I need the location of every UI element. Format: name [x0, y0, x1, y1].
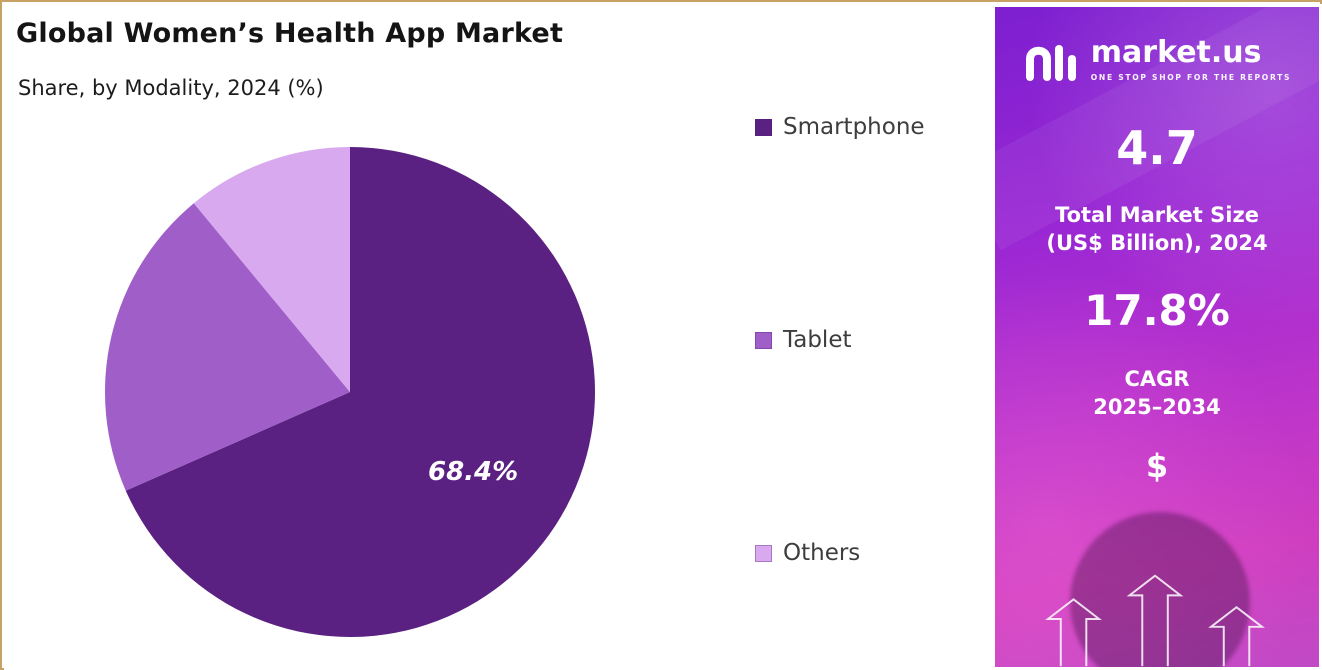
market-size-label-line2: (US$ Billion), 2024: [1046, 231, 1268, 256]
market-size-label: Total Market Size (US$ Billion), 2024: [995, 201, 1319, 258]
legend-item-tablet: Tablet: [755, 327, 925, 353]
legend-marker-smartphone: [755, 118, 772, 136]
market-size-value: 4.7: [1116, 121, 1198, 175]
cagr-label: CAGR 2025–2034: [995, 365, 1319, 422]
dollar-icon: $: [1145, 447, 1169, 486]
up-arrow-icon: [1208, 605, 1265, 667]
legend-item-smartphone: Smartphone: [755, 114, 925, 140]
brand-tagline: ONE STOP SHOP FOR THE REPORTS: [1090, 73, 1292, 82]
cagr-label-line1: CAGR: [1124, 366, 1190, 391]
pie-slice-smartphone: [125, 147, 595, 637]
pie-slice-tablet: [105, 203, 350, 491]
chart-title: Global Women’s Health App Market: [16, 18, 564, 49]
legend-label-tablet: Tablet: [783, 327, 852, 353]
growth-arrows: [1045, 574, 1265, 667]
legend-marker-others: [755, 544, 772, 562]
legend-marker-tablet: [755, 331, 772, 349]
brand-text: market.us ONE STOP SHOP FOR THE REPORTS: [1090, 35, 1292, 83]
cagr-value: 17.8%: [1084, 285, 1230, 335]
market-size-label-line1: Total Market Size: [1055, 203, 1259, 227]
legend-item-others: Others: [755, 540, 925, 566]
cagr-label-line2: 2025–2034: [1093, 395, 1221, 420]
legend: Smartphone Tablet Others: [755, 114, 925, 566]
chart-subtitle: Share, by Modality, 2024 (%): [18, 76, 324, 100]
brand-name: market.us: [1090, 35, 1262, 70]
up-arrow-icon: [1126, 574, 1184, 667]
background-circle-decoration: [1070, 512, 1250, 667]
chart-panel: Global Women’s Health App Market Share, …: [4, 4, 992, 670]
legend-label-others: Others: [783, 540, 861, 566]
pie-slice-others: [193, 147, 350, 392]
up-arrow-icon: [1045, 598, 1102, 667]
pie-chart: 68.4%: [105, 147, 595, 637]
legend-label-smartphone: Smartphone: [783, 114, 925, 140]
pie-value-label: 68.4%: [428, 457, 518, 487]
brand-logo: market.us ONE STOP SHOP FOR THE REPORTS: [995, 37, 1319, 83]
market-us-logo-icon: [1025, 45, 1076, 81]
info-panel: market.us ONE STOP SHOP FOR THE REPORTS …: [992, 4, 1322, 670]
